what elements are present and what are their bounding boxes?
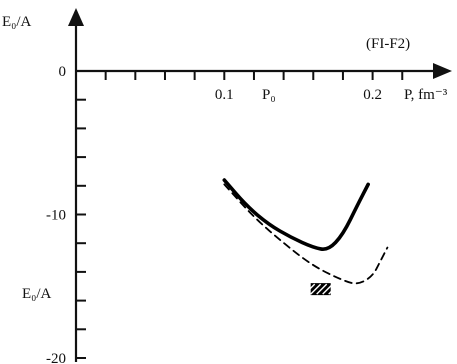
- x-tick-label: 0.2: [363, 87, 382, 103]
- y-axis-label-top: E₀/A: [2, 14, 32, 30]
- marker-hatch-line: [328, 283, 340, 295]
- dashed-series-line: [223, 183, 389, 285]
- x-tick-label: P₀: [262, 87, 276, 103]
- y-axis-label-side: E₀/A: [22, 286, 52, 302]
- y-tick-label: 0: [59, 64, 67, 80]
- x-axis-arrowhead: [433, 63, 452, 79]
- minor-ticks: [76, 71, 404, 359]
- x-tick-label: 0.1: [215, 87, 234, 103]
- hatched-marker: [310, 283, 331, 296]
- y-axis-arrowhead: [68, 8, 84, 26]
- series-layer: [222, 178, 389, 285]
- marker-hatch-line: [322, 283, 334, 295]
- chart-annotation: (FI-F2): [366, 36, 410, 52]
- marker-hatch-line: [316, 283, 328, 295]
- y-tick-label: -10: [46, 208, 66, 224]
- marker-layer: [304, 283, 340, 296]
- marker-hatch-line: [304, 283, 316, 295]
- tick-labels: 0.1 P₀ 0.2 0 -10 -20: [46, 64, 382, 364]
- marker-hatch-line: [310, 283, 322, 295]
- solid-series-line: [222, 178, 370, 251]
- y-tick-label: -20: [46, 351, 66, 364]
- axes: [68, 8, 452, 362]
- x-axis-label: P, fm⁻³: [404, 87, 448, 103]
